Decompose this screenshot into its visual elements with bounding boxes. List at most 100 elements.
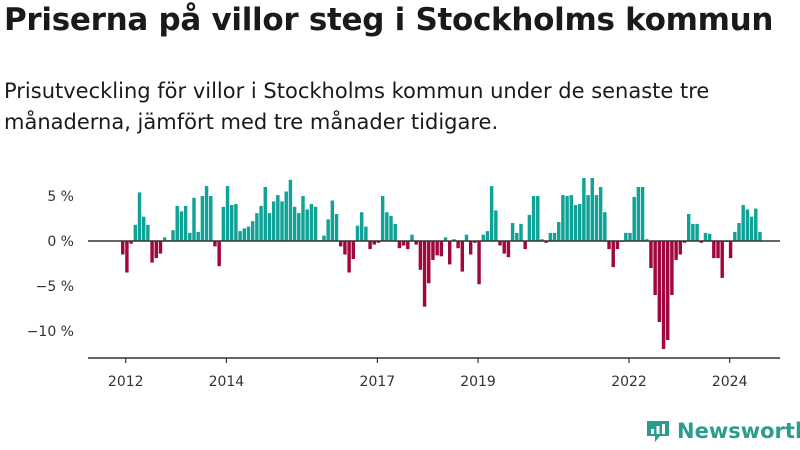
bar xyxy=(422,241,427,307)
bar xyxy=(577,204,582,241)
newsworthy-logo-icon xyxy=(647,421,669,442)
bar xyxy=(707,233,712,241)
bar xyxy=(158,241,163,254)
bar xyxy=(259,205,263,241)
bar xyxy=(573,205,578,241)
bar xyxy=(728,241,733,259)
bar xyxy=(636,187,641,241)
bar xyxy=(334,214,339,241)
bar xyxy=(200,196,205,241)
annotation: 1 % xyxy=(759,0,788,4)
bar xyxy=(531,196,536,241)
bar xyxy=(569,195,574,241)
bar xyxy=(133,224,138,241)
bar xyxy=(548,232,553,241)
bar xyxy=(246,226,251,241)
bar xyxy=(263,187,267,241)
bar xyxy=(657,241,662,322)
bar xyxy=(515,232,519,241)
bar xyxy=(284,191,288,241)
bar xyxy=(460,241,465,272)
bar xyxy=(720,241,724,278)
x-axis-ticks: 2012 2014 2017 2019 2022 2024 xyxy=(108,358,748,390)
bars xyxy=(121,178,762,349)
bar xyxy=(125,241,129,273)
bar xyxy=(758,232,762,241)
bar xyxy=(552,232,557,241)
bar xyxy=(565,196,569,241)
bar xyxy=(452,239,456,241)
bar xyxy=(121,241,125,255)
bar xyxy=(443,237,448,241)
bar xyxy=(326,219,330,241)
bar xyxy=(523,241,527,250)
bar xyxy=(196,232,200,241)
bar xyxy=(464,234,469,241)
bar xyxy=(137,192,142,241)
bar xyxy=(686,214,691,241)
bar xyxy=(410,234,414,241)
bar xyxy=(280,201,284,241)
bar xyxy=(540,239,544,241)
bar xyxy=(225,186,230,241)
bar xyxy=(699,241,703,243)
bar xyxy=(536,196,540,241)
bar xyxy=(150,241,154,263)
x-tick-label: 2022 xyxy=(611,374,647,390)
bar xyxy=(691,223,695,241)
y-axis-ticks: 5 % 0 % −5 % −10 % xyxy=(27,189,74,340)
bar xyxy=(703,232,708,241)
bar xyxy=(624,232,628,241)
bar xyxy=(238,231,242,241)
bar xyxy=(527,214,532,241)
bar xyxy=(162,237,167,241)
last-value-label: 1 % xyxy=(759,0,788,4)
bar xyxy=(309,204,314,241)
bar xyxy=(695,223,699,241)
bar xyxy=(221,206,226,241)
bar xyxy=(234,204,238,241)
bar xyxy=(355,225,360,241)
bar xyxy=(146,224,150,241)
axes xyxy=(88,240,780,359)
bar xyxy=(351,241,356,259)
bar xyxy=(586,195,590,241)
y-tick-label: 0 % xyxy=(47,234,74,250)
bar xyxy=(456,241,460,249)
bar xyxy=(171,230,175,241)
bar xyxy=(510,223,515,241)
bar xyxy=(204,186,209,241)
bar xyxy=(129,241,133,244)
bar xyxy=(154,241,158,259)
bar xyxy=(439,241,444,257)
bar xyxy=(179,211,184,241)
bar xyxy=(343,241,347,255)
x-tick-label: 2024 xyxy=(712,374,748,390)
bar xyxy=(431,241,435,260)
bar xyxy=(297,213,301,241)
bar xyxy=(682,241,687,243)
bar xyxy=(502,241,506,254)
bar xyxy=(716,241,720,259)
bar xyxy=(561,195,565,241)
bar xyxy=(477,241,481,285)
bar xyxy=(347,241,351,273)
bar xyxy=(519,223,523,241)
bar xyxy=(406,241,410,250)
bar xyxy=(712,241,716,259)
bar xyxy=(489,186,494,241)
bar xyxy=(213,241,217,247)
bar xyxy=(389,215,393,241)
bar xyxy=(607,241,611,250)
chart-title: Priserna på villor steg i Stockholms kom… xyxy=(4,2,774,38)
bar xyxy=(372,241,376,245)
bar xyxy=(737,223,741,241)
bar xyxy=(678,241,683,255)
bar xyxy=(305,209,309,241)
bar xyxy=(427,241,431,284)
bar xyxy=(192,197,196,241)
bar xyxy=(414,241,418,245)
bar xyxy=(230,205,234,241)
bar xyxy=(448,241,452,265)
